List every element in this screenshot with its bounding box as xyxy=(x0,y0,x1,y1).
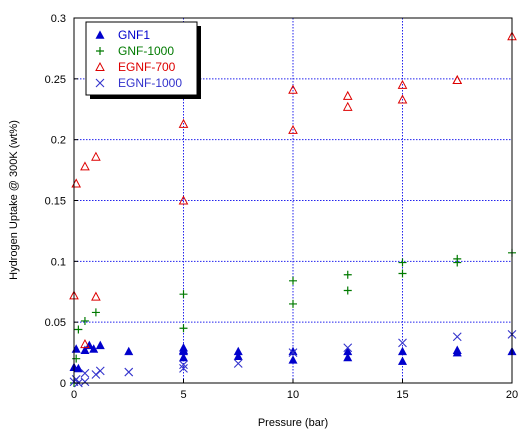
data-point xyxy=(289,276,297,285)
data-point xyxy=(179,360,188,370)
data-point xyxy=(343,352,353,362)
data-point xyxy=(397,79,408,89)
data-point xyxy=(398,269,407,278)
data-point xyxy=(343,343,353,353)
y-tick-label: 0.2 xyxy=(51,135,66,147)
data-point xyxy=(233,351,243,361)
x-tick-label: 10 xyxy=(287,389,299,401)
data-point xyxy=(343,346,353,356)
x-tick-label: 20 xyxy=(506,389,518,401)
legend-label: EGNF-700 xyxy=(118,60,176,74)
x-tick-label: 0 xyxy=(71,389,77,401)
data-point xyxy=(95,366,105,376)
data-point xyxy=(342,90,353,100)
data-point xyxy=(233,359,243,368)
data-point xyxy=(179,290,188,299)
data-point xyxy=(398,346,407,356)
y-tick-label: 0.25 xyxy=(45,74,66,86)
axes: 0 5 10 15 20 0 0.05 0.1 0.15 0.2 0.25 0.3 xyxy=(45,13,519,401)
y-tick-label: 0.15 xyxy=(45,196,66,208)
series-egnf-700 xyxy=(69,31,517,349)
data-point xyxy=(124,367,134,377)
data-point xyxy=(343,270,352,279)
data-point xyxy=(73,363,83,373)
data-point xyxy=(80,316,89,325)
legend-marker xyxy=(96,47,104,55)
legend-marker xyxy=(95,78,105,88)
data-point xyxy=(74,325,83,334)
data-point xyxy=(179,324,188,333)
data-point xyxy=(178,195,189,205)
data-point xyxy=(80,345,90,354)
y-tick-label: 0 xyxy=(60,378,66,390)
data-point xyxy=(288,124,298,134)
data-point xyxy=(91,151,101,161)
data-point xyxy=(398,356,407,365)
legend-marker xyxy=(95,61,105,71)
x-tick-label: 15 xyxy=(396,389,408,401)
x-axis-title: Pressure (bar) xyxy=(258,417,328,429)
legend-label: GNF-1000 xyxy=(118,44,174,58)
legend-label: EGNF-1000 xyxy=(118,76,182,90)
y-axis-title: Hydrogen Uptake @ 300K (wt%) xyxy=(8,120,20,280)
data-point xyxy=(124,346,134,356)
data-point xyxy=(453,258,462,267)
data-point xyxy=(91,291,101,301)
data-point xyxy=(179,346,188,356)
data-point xyxy=(398,258,407,267)
data-point xyxy=(452,332,462,342)
legend-marker xyxy=(95,30,105,39)
data-point xyxy=(288,355,298,364)
data-point xyxy=(343,286,352,295)
data-point xyxy=(342,101,353,111)
legend-label: GNF1 xyxy=(118,28,150,42)
series-egnf-1000 xyxy=(69,329,517,388)
data-point xyxy=(91,308,100,317)
data-point xyxy=(288,84,298,94)
data-point xyxy=(179,364,188,373)
data-point xyxy=(452,74,463,85)
plot-frame xyxy=(73,17,513,384)
data-point xyxy=(288,348,298,357)
data-point xyxy=(80,339,90,349)
y-tick-label: 0.1 xyxy=(51,256,66,268)
data-point xyxy=(80,377,90,387)
legend: GNF1 GNF-1000 EGNF-700 EGNF-1000 xyxy=(85,21,201,99)
x-tick-label: 5 xyxy=(180,389,186,401)
legend-box xyxy=(85,21,198,96)
data-point xyxy=(95,340,105,350)
data-point xyxy=(178,118,189,128)
data-point xyxy=(289,299,297,308)
data-point xyxy=(452,345,462,354)
y-tick-label: 0.3 xyxy=(51,13,66,25)
data-point xyxy=(398,338,407,348)
data-point xyxy=(397,94,408,104)
data-point xyxy=(179,352,188,362)
data-point xyxy=(80,368,90,378)
y-tick-label: 0.05 xyxy=(45,317,66,329)
data-point xyxy=(80,161,90,171)
